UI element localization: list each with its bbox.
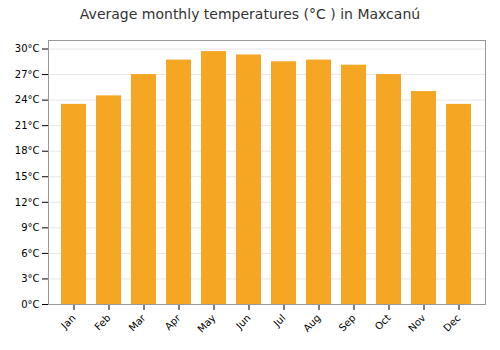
svg-text:Feb: Feb	[92, 312, 112, 332]
svg-text:Dec: Dec	[441, 312, 462, 333]
svg-text:3°C: 3°C	[21, 273, 39, 284]
svg-text:21°C: 21°C	[15, 120, 40, 131]
svg-text:Nov: Nov	[406, 312, 428, 334]
svg-text:Aug: Aug	[301, 312, 323, 334]
svg-text:30°C: 30°C	[15, 43, 40, 54]
svg-text:12°C: 12°C	[15, 197, 40, 208]
html-text:Average monthly temperatures (: Average monthly temperatures (°C ) in Ma…	[79, 6, 421, 22]
svg-text:24°C: 24°C	[15, 94, 40, 105]
svg-text:15°C: 15°C	[15, 171, 40, 182]
svg-text:Oct: Oct	[373, 312, 393, 332]
svg-text:Jun: Jun	[233, 312, 253, 332]
svg-text:27°C: 27°C	[15, 69, 40, 80]
svg-text:6°C: 6°C	[21, 248, 39, 259]
svg-text:Jul: Jul	[271, 312, 288, 329]
svg-text:Sep: Sep	[337, 312, 358, 333]
svg-text:Jan: Jan	[58, 312, 77, 331]
svg-text:9°C: 9°C	[21, 222, 39, 233]
svg-text:Apr: Apr	[163, 312, 184, 333]
svg-text:Mar: Mar	[127, 312, 149, 334]
svg-text:May: May	[195, 312, 217, 334]
svg-text:0°C: 0°C	[21, 299, 39, 310]
svg-text:18°C: 18°C	[15, 145, 40, 156]
